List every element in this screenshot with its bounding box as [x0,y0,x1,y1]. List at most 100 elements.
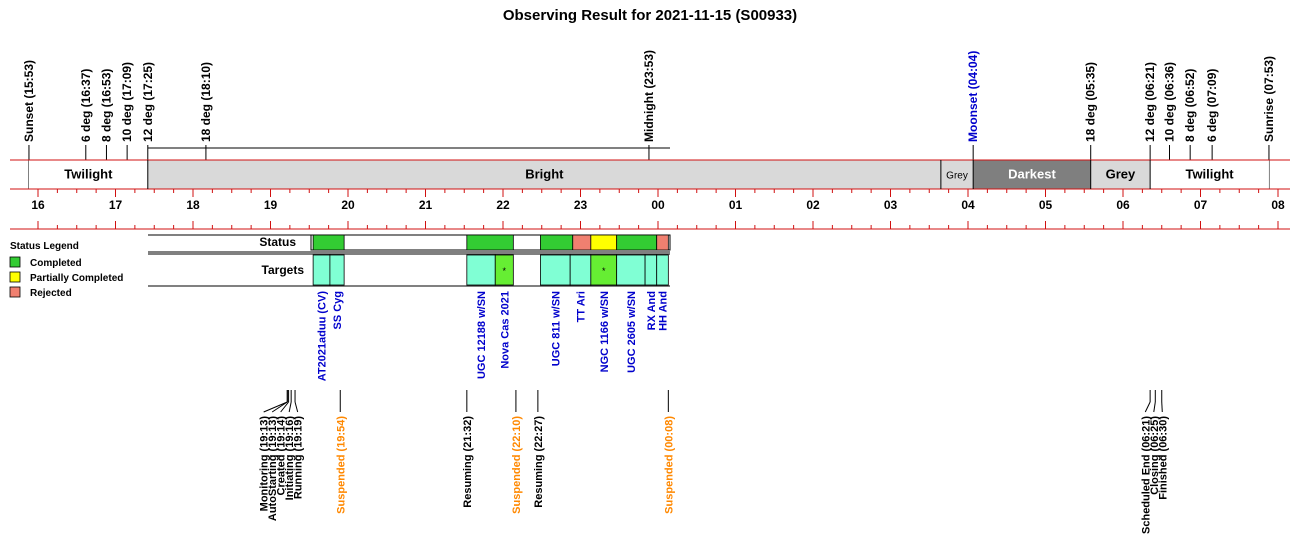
sky-band-grey [940,160,974,189]
legend-swatch-rejected [9,286,21,298]
top-event-label: 8 deg (06:52) [1183,69,1197,142]
sky-band-bright [147,160,941,189]
target-block-hh-and [656,254,669,286]
targets-row-label: Targets [262,263,305,277]
axis-tick-label: 19 [264,198,278,212]
axis-tick-label: 01 [729,198,743,212]
sky-band-label: Bright [525,167,564,182]
top-event-label: 18 deg (05:35) [1084,62,1098,142]
target-name-label: HH And [658,291,670,331]
bottom-event-label: Initiating (19:16) [284,416,296,501]
axis-tick-label: 21 [419,198,433,212]
sky-band-label: Darkest [1008,167,1056,182]
legend-item-label: Completed [30,258,82,269]
axis-tick-label: 04 [961,198,975,212]
top-event-label: Midnight (23:53) [642,50,656,142]
legend-swatch-completed [9,256,21,268]
status-segment-completed [616,234,658,251]
sky-band-grey [1090,160,1151,189]
status-segment-completed [312,234,345,251]
axis-tick-label: 17 [109,198,123,212]
target-block-tt-ari [569,254,592,286]
target-block-nova-cas-2021 [494,254,514,286]
bottom-event-label: Monitoring (19:13) [259,416,271,512]
target-block-ugc-12188-w-sn [466,254,496,286]
time-axis-group: 16 17 18 19 20 21 22 23 00 01 02 03 04 05 06 07 08 [10,189,1290,230]
bottom-event-connector [263,401,288,413]
axis-tick-label: 08 [1271,198,1285,212]
bottom-event-label: AutoStarting (19:13) [267,416,279,521]
bottom-event-connector [280,401,289,413]
bottom-event-label: Closing (06:25) [1149,416,1161,495]
status-segment-rejected [656,234,669,251]
axis-tick-label: 07 [1194,198,1208,212]
axis-tick-label: 03 [884,198,898,212]
axis-tick-label: 16 [31,198,45,212]
top-event-label: 18 deg (18:10) [199,62,213,142]
axis-tick-label: 02 [806,198,820,212]
top-event-label: Sunrise (07:53) [1262,56,1276,142]
sky-band-label: Twilight [1185,167,1234,182]
top-event-label: Moonset (04:04) [966,51,980,142]
target-name-label: AT2021aduu (CV) [317,291,329,382]
axis-tick-label: 18 [186,198,200,212]
sky-band-label: Twilight [64,167,113,182]
status-segment-partially-completed [590,234,618,251]
target-marker: * [503,266,507,276]
sky-band-darkest [973,160,1091,189]
sky-bands-group: Twilight Bright Grey Darkest Grey Twilight [10,159,1290,190]
target-name-label: NGC 1166 w/SN [599,291,611,372]
legend-title: Status Legend [10,241,79,252]
bottom-event-label: Suspended (00:08) [663,416,675,514]
top-event-label: 10 deg (06:36) [1163,62,1177,142]
target-block-ngc-1166-w-sn [590,254,618,286]
target-marker: * [602,266,606,276]
target-name-label: TT Ari [576,291,588,322]
bottom-events-group: Monitoring (19:13)AutoStarting (19:13)Cr… [259,390,1169,534]
top-event-label: 12 deg (06:21) [1143,62,1157,142]
top-event-label: 12 deg (17:25) [141,62,155,142]
axis-tick-label: 00 [651,198,665,212]
axis-tick-label: 22 [496,198,510,212]
status-segment-rejected [572,234,592,251]
target-name-label: UGC 811 w/SN [550,291,562,366]
target-name-label: RX And [646,291,658,330]
target-name-label: UGC 12188 w/SN [476,291,488,379]
status-row-label: Status [259,235,296,249]
sky-band-label: Grey [1106,167,1136,182]
sky-band-label: Grey [946,171,968,182]
top-event-label: 6 deg (16:37) [79,69,93,142]
status-segment-completed [540,234,574,251]
target-block-ss-cyg [329,254,345,286]
axis-tick-label: 23 [574,198,588,212]
bottom-event-label: Finished (06:30) [1157,416,1169,500]
chart-title: Observing Result for 2021-11-15 (S00933) [503,7,797,24]
sky-band-twilight [1150,160,1269,189]
sky-band-twilight [28,160,148,189]
top-events-group: Sunset (15:53) 6 deg (16:37) 8 deg (16:53)… [22,50,1276,189]
top-event-label: 8 deg (16:53) [99,69,113,142]
bottom-event-label: Created (19:14) [276,416,288,496]
target-name-label: UGC 2605 w/SN [626,291,638,373]
target-block-ugc-811-w-sn [540,254,571,286]
legend-item-label: Rejected [30,288,72,299]
bottom-event-connector [294,401,299,413]
target-block-rx-and [644,254,658,286]
legend-swatch-partially-completed [9,271,21,283]
bottom-event-label: Suspended (19:54) [335,416,347,514]
axis-tick-label: 20 [341,198,355,212]
target-block-ugc-2605-w-sn [616,254,646,286]
bottom-event-label: Resuming (22:27) [533,416,545,508]
bottom-event-connector [1153,401,1156,413]
status-targets-rows-group: Status Targets AT2021aduu (CV) SS Cyg UGC 12… [148,147,671,382]
bottom-event-connector [288,401,292,413]
bottom-event-label: Suspended (22:10) [511,416,523,514]
bottom-event-connector [1144,401,1151,413]
top-event-label: Sunset (15:53) [22,60,36,142]
top-event-label: 6 deg (07:09) [1205,69,1219,142]
target-block-at2021aduu-cv [312,254,331,286]
legend-item-label: Partially Completed [30,273,123,284]
top-event-label: 10 deg (17:09) [120,62,134,142]
bottom-event-label: Resuming (21:32) [462,416,474,508]
